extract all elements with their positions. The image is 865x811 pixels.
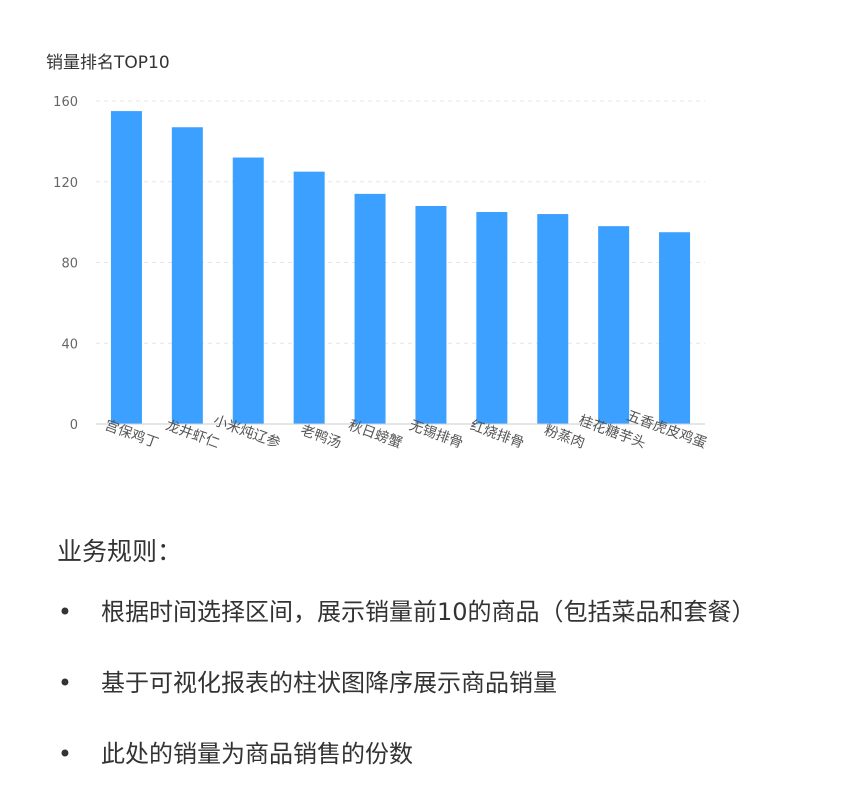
bar[interactable] bbox=[171, 127, 203, 425]
bar[interactable] bbox=[537, 214, 569, 424]
y-tick-label: 0 bbox=[70, 418, 78, 433]
bullet-icon: • bbox=[57, 669, 73, 697]
bar[interactable] bbox=[232, 157, 264, 424]
bullet-icon: • bbox=[57, 740, 73, 768]
rule-text: 基于可视化报表的柱状图降序展示商品销量 bbox=[101, 669, 557, 697]
bar[interactable] bbox=[476, 212, 508, 424]
y-tick-label: 120 bbox=[53, 176, 78, 191]
y-axis-ticks: 0 40 80 120 160 bbox=[53, 95, 78, 433]
bar[interactable] bbox=[293, 171, 325, 424]
rule-text: 此处的销量为商品销售的份数 bbox=[101, 740, 413, 768]
x-tick-label: 老鸭汤 bbox=[298, 422, 343, 451]
bar[interactable] bbox=[659, 232, 691, 424]
bar[interactable] bbox=[598, 226, 630, 424]
chart-title: 销量排名TOP10 bbox=[46, 53, 170, 73]
bar[interactable] bbox=[354, 193, 386, 424]
rule-text: 根据时间选择区间，展示销量前10的商品（包括菜品和套餐） bbox=[101, 598, 756, 626]
bar[interactable] bbox=[110, 111, 142, 424]
y-tick-label: 40 bbox=[61, 337, 78, 352]
bars bbox=[110, 111, 691, 425]
rules-heading: 业务规则： bbox=[57, 537, 183, 566]
bar[interactable] bbox=[415, 205, 447, 424]
y-tick-label: 160 bbox=[53, 95, 78, 110]
y-tick-label: 80 bbox=[61, 257, 78, 272]
bullet-icon: • bbox=[57, 598, 73, 626]
